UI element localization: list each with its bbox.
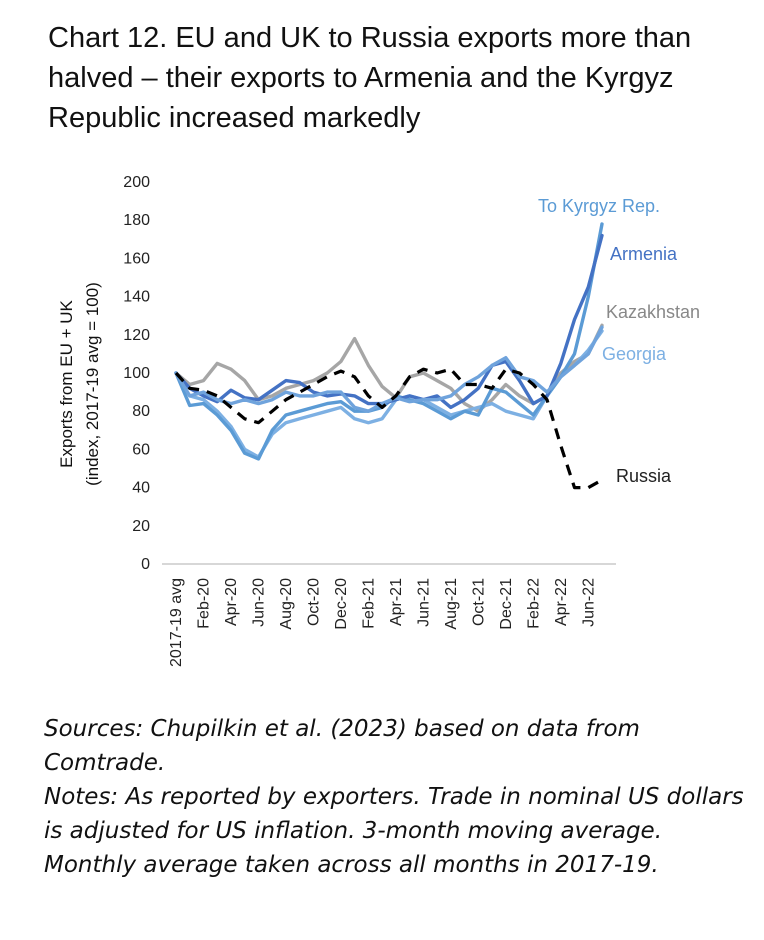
series-label-georgia: Georgia bbox=[602, 344, 667, 364]
x-tick-label: Aug-21 bbox=[443, 578, 460, 630]
x-tick-label: 2017-19 avg bbox=[168, 578, 185, 667]
y-tick-label: 20 bbox=[132, 518, 150, 535]
y-tick-label: 80 bbox=[132, 403, 150, 420]
x-tick-label: Jun-20 bbox=[250, 578, 267, 627]
series-label-to-kyrgyz-rep-: To Kyrgyz Rep. bbox=[538, 196, 660, 216]
y-axis-title-line-1: Exports from EU + UK bbox=[57, 299, 76, 467]
series-label-russia: Russia bbox=[616, 466, 672, 486]
y-tick-label: 100 bbox=[123, 365, 150, 382]
y-tick-label: 120 bbox=[123, 327, 150, 344]
y-axis-title-line-2: (index, 2017-19 avg = 100) bbox=[83, 282, 102, 486]
title-line-1: Chart 12. EU and UK to Russia exports mo… bbox=[48, 22, 692, 54]
series-line-to-kyrgyz-rep- bbox=[174, 222, 604, 461]
notes-text: Notes: As reported by exporters. Trade i… bbox=[44, 784, 744, 878]
x-tick-label: Jun-22 bbox=[580, 578, 597, 627]
series-label-armenia: Armenia bbox=[610, 244, 678, 264]
series-line-armenia bbox=[174, 233, 604, 410]
x-tick-label: Dec-20 bbox=[333, 578, 350, 630]
series-line-kazakhstan bbox=[174, 323, 604, 413]
y-tick-label: 200 bbox=[123, 174, 150, 191]
y-axis-title: Exports from EU + UK (index, 2017-19 avg… bbox=[57, 282, 102, 486]
x-tick-label: Oct-20 bbox=[305, 578, 322, 626]
title-line-2: halved – their exports to Armenia and th… bbox=[48, 62, 674, 94]
y-tick-label: 0 bbox=[141, 556, 150, 573]
y-tick-label: 60 bbox=[132, 441, 150, 458]
chart-title: Chart 12. EU and UK to Russia exports mo… bbox=[48, 18, 738, 138]
x-tick-label: Apr-20 bbox=[223, 578, 240, 626]
series-line-russia bbox=[174, 367, 603, 490]
x-tick-label: Feb-21 bbox=[360, 578, 377, 629]
x-tick-label: Oct-21 bbox=[470, 578, 487, 626]
y-tick-label: 160 bbox=[123, 250, 150, 267]
series-labels: Kazakhstan Georgia To Kyrgyz Rep. Armenia Ru… bbox=[538, 196, 700, 486]
y-tick-label: 40 bbox=[132, 480, 150, 497]
x-tick-label: Dec-21 bbox=[498, 578, 515, 630]
axes: 0 20 40 60 80 100 120 140 160 180 200 2017-19 avg Fe… bbox=[123, 174, 616, 667]
series-label-kazakhstan: Kazakhstan bbox=[606, 302, 700, 322]
series-lines bbox=[174, 222, 604, 490]
sources-text: Sources: Chupilkin et al. (2023) based o… bbox=[44, 716, 640, 776]
y-tick-label: 140 bbox=[123, 289, 150, 306]
x-tick-label: Apr-21 bbox=[388, 578, 405, 626]
title-line-3: Republic increased markedly bbox=[48, 102, 421, 134]
x-tick-label: Feb-20 bbox=[195, 578, 212, 629]
x-tick-label: Apr-22 bbox=[553, 578, 570, 626]
y-tick-label: 180 bbox=[123, 212, 150, 229]
series-line-georgia bbox=[174, 329, 604, 459]
line-chart: 0 20 40 60 80 100 120 140 160 180 200 2017-19 avg Fe… bbox=[57, 174, 700, 667]
series-line-georgia-2 bbox=[174, 325, 604, 413]
notes-block: Sources: Chupilkin et al. (2023) based o… bbox=[44, 712, 744, 882]
x-tick-label: Jun-21 bbox=[415, 578, 432, 627]
x-tick-label: Aug-20 bbox=[278, 578, 295, 630]
x-tick-label: Feb-22 bbox=[525, 578, 542, 629]
